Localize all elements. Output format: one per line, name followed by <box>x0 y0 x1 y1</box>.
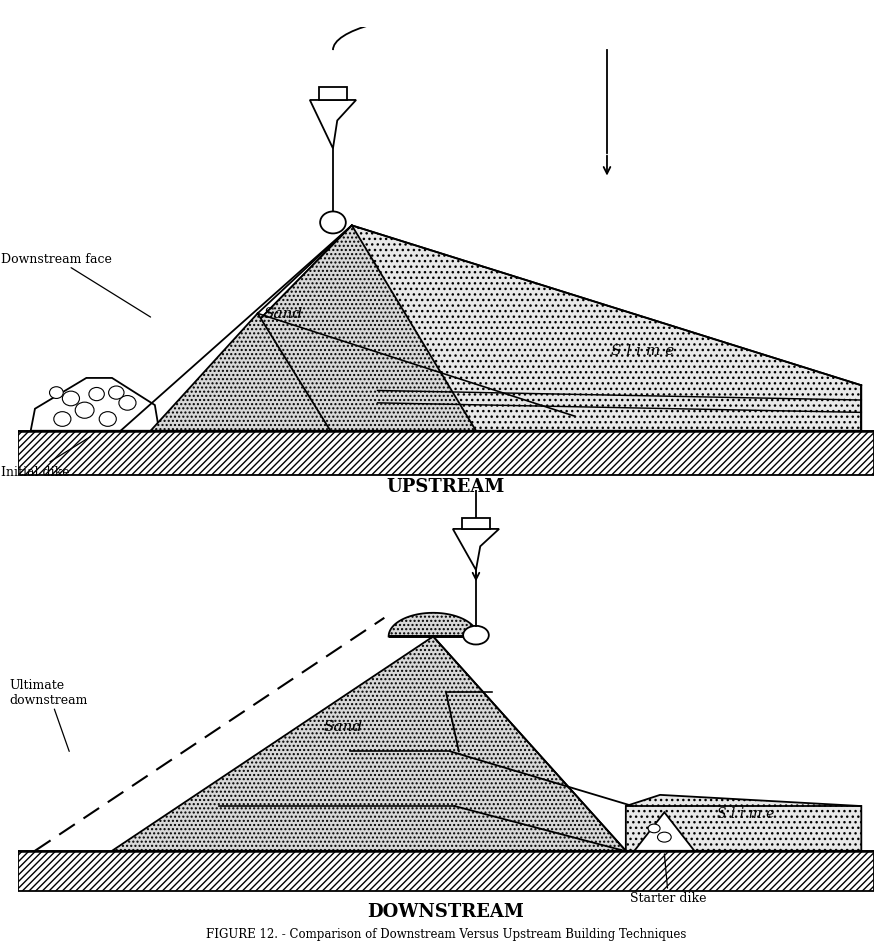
Circle shape <box>320 212 346 234</box>
Text: Sand: Sand <box>324 719 363 733</box>
Polygon shape <box>634 813 694 851</box>
Polygon shape <box>112 637 626 851</box>
Polygon shape <box>30 379 159 431</box>
Circle shape <box>89 388 104 401</box>
Polygon shape <box>310 101 356 149</box>
Text: Sand: Sand <box>264 307 303 321</box>
Text: Downstream face: Downstream face <box>1 253 151 318</box>
Polygon shape <box>151 314 330 431</box>
Bar <box>319 88 347 101</box>
Circle shape <box>463 626 489 645</box>
Circle shape <box>657 833 671 842</box>
Polygon shape <box>151 227 476 431</box>
Text: S l i m e: S l i m e <box>611 344 674 358</box>
Circle shape <box>54 413 71 427</box>
Circle shape <box>109 387 124 399</box>
Circle shape <box>99 413 116 427</box>
Text: FIGURE 12. - Comparison of Downstream Versus Upstream Building Techniques: FIGURE 12. - Comparison of Downstream Ve… <box>206 927 686 939</box>
Polygon shape <box>151 227 862 431</box>
Polygon shape <box>453 530 500 570</box>
Circle shape <box>50 387 63 399</box>
Text: S l i m e: S l i m e <box>717 806 774 819</box>
Text: UPSTREAM: UPSTREAM <box>387 478 505 496</box>
Text: Ultimate
downstream: Ultimate downstream <box>9 679 87 751</box>
Polygon shape <box>389 614 478 637</box>
Text: Initial dike: Initial dike <box>1 437 91 478</box>
Polygon shape <box>18 431 874 475</box>
Bar <box>462 518 490 530</box>
Polygon shape <box>18 851 874 891</box>
Circle shape <box>648 824 660 833</box>
Circle shape <box>119 396 136 411</box>
Text: DOWNSTREAM: DOWNSTREAM <box>368 902 524 920</box>
Circle shape <box>75 403 94 419</box>
Polygon shape <box>626 795 862 851</box>
Circle shape <box>62 392 79 406</box>
Text: Starter dike: Starter dike <box>630 854 706 904</box>
